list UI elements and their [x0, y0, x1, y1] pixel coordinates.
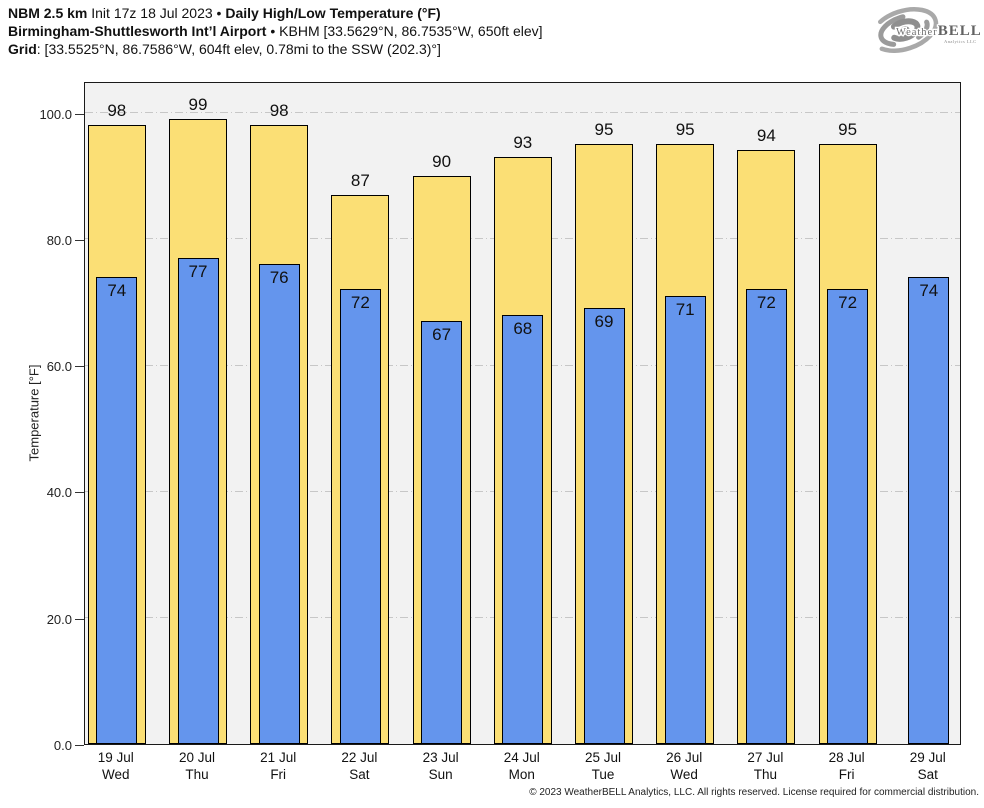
init-time: Init 17z 18 Jul 2023 •: [87, 5, 226, 21]
high-value-label: 87: [350, 170, 370, 190]
x-tick-label: 25 Jul Tue: [558, 749, 648, 783]
logo-subtext: Analytics LLC: [944, 39, 977, 44]
weatherbell-logo: WeatherBELL Analytics LLC: [869, 7, 980, 53]
grid-coords: : [33.5525°N, 86.7586°W, 604ft elev, 0.7…: [36, 41, 441, 57]
y-tick-mark: [75, 366, 84, 368]
low-value-label: 69: [594, 312, 614, 332]
x-tick-dow: Sat: [917, 767, 938, 782]
y-tick-mark: [75, 239, 84, 241]
x-tick-date: 28 Jul: [828, 750, 865, 765]
low-value-label: 76: [269, 268, 289, 288]
model-name: NBM 2.5 km: [8, 5, 88, 21]
x-tick-label: 23 Jul Sun: [396, 749, 486, 783]
x-tick-label: 27 Jul Thu: [720, 749, 810, 783]
x-tick-label: 29 Jul Sat: [883, 749, 973, 783]
chart-header: NBM 2.5 km Init 17z 18 Jul 2023 • Daily …: [8, 4, 543, 58]
high-value-label: 93: [513, 132, 533, 152]
y-tick-label: 80.0: [46, 232, 72, 248]
x-tick-dow: Fri: [270, 767, 287, 782]
hurricane-swirl-icon: [869, 7, 939, 53]
high-value-label: 98: [107, 101, 127, 121]
high-value-label: 95: [838, 120, 858, 140]
high-value-label: 95: [675, 120, 695, 140]
high-value-label: 90: [432, 151, 452, 171]
y-tick-label: 20.0: [46, 611, 72, 627]
x-tick-date: 21 Jul: [260, 750, 297, 765]
x-tick-dow: Sun: [428, 767, 453, 782]
station-coords: • KBHM [33.5629°N, 86.7535°W, 650ft elev…: [266, 23, 543, 39]
x-tick-dow: Wed: [670, 767, 698, 782]
header-line-1: NBM 2.5 km Init 17z 18 Jul 2023 • Daily …: [8, 4, 543, 22]
y-axis-title: Temperature [°F]: [26, 364, 42, 462]
x-tick-dow: Fri: [838, 767, 855, 782]
high-value-label: 94: [756, 126, 776, 146]
y-tick-mark: [75, 745, 84, 746]
bar-low: 72: [745, 289, 787, 744]
low-value-label: 72: [350, 293, 370, 313]
bar-low: 74: [96, 276, 138, 744]
y-tick-label: 60.0: [46, 359, 72, 375]
y-tick-mark: [75, 113, 84, 115]
y-tick-mark: [75, 618, 84, 620]
x-tick-dow: Thu: [185, 767, 209, 782]
bar-low: 68: [502, 314, 544, 744]
x-tick-date: 29 Jul: [909, 750, 946, 765]
logo-text: WeatherBELL: [896, 23, 980, 39]
low-value-label: 71: [675, 299, 695, 319]
low-value-label: 74: [107, 280, 127, 300]
bar-low: 77: [177, 257, 219, 744]
x-tick-label: 22 Jul Sat: [314, 749, 404, 783]
header-line-2: Birmingham-Shuttlesworth Int’l Airport •…: [8, 22, 543, 40]
x-tick-date: 24 Jul: [503, 750, 540, 765]
bar-low: 72: [827, 289, 869, 744]
low-value-label: 74: [919, 280, 939, 300]
header-line-3: Grid: [33.5525°N, 86.7586°W, 604ft elev,…: [8, 40, 543, 58]
x-tick-label: 26 Jul Wed: [639, 749, 729, 783]
x-tick-label: 20 Jul Thu: [152, 749, 242, 783]
low-value-label: 77: [188, 261, 208, 281]
bar-low: 71: [664, 295, 706, 744]
x-tick-date: 22 Jul: [341, 750, 378, 765]
x-tick-label: 19 Jul Wed: [71, 749, 161, 783]
x-tick-label: 24 Jul Mon: [477, 749, 567, 783]
x-tick-date: 23 Jul: [422, 750, 459, 765]
x-tick-dow: Tue: [591, 767, 615, 782]
low-value-label: 68: [513, 318, 533, 338]
x-tick-dow: Sat: [349, 767, 370, 782]
grid-label: Grid: [8, 41, 37, 57]
x-tick-dow: Thu: [753, 767, 778, 782]
plot-area: 98 74 99 77 98 76 87 72 90 67 93 68 95 69 95 71 94 72 95 72…: [84, 82, 961, 745]
x-tick-date: 27 Jul: [747, 750, 784, 765]
bar-low: 72: [339, 289, 381, 744]
low-value-label: 67: [432, 324, 452, 344]
x-tick-date: 26 Jul: [666, 750, 703, 765]
bar-low: 67: [421, 320, 463, 744]
x-tick-date: 19 Jul: [97, 750, 134, 765]
y-tick-mark: [75, 492, 84, 494]
high-value-label: 99: [188, 94, 208, 114]
x-tick-dow: Wed: [102, 767, 130, 782]
low-value-label: 72: [756, 293, 776, 313]
x-tick-label: 21 Jul Fri: [233, 749, 323, 783]
y-tick-label: 40.0: [46, 485, 72, 501]
bar-low: 69: [583, 308, 625, 744]
x-tick-date: 25 Jul: [584, 750, 622, 765]
bar-low: 74: [908, 276, 950, 744]
y-tick-label: 100.0: [39, 106, 72, 122]
x-tick-label: 28 Jul Fri: [802, 749, 892, 783]
high-value-label: 98: [269, 101, 289, 121]
high-value-label: 95: [594, 120, 614, 140]
x-tick-dow: Mon: [508, 767, 535, 782]
low-value-label: 72: [838, 293, 858, 313]
station-name: Birmingham-Shuttlesworth Int’l Airport: [8, 23, 267, 39]
gridline: [85, 112, 960, 114]
y-tick-label: 0.0: [53, 738, 72, 753]
product-title: Daily High/Low Temperature (°F): [225, 5, 441, 21]
x-tick-date: 20 Jul: [178, 750, 216, 765]
bar-low: 76: [258, 264, 300, 744]
copyright-notice: © 2023 WeatherBELL Analytics, LLC. All r…: [529, 787, 979, 798]
